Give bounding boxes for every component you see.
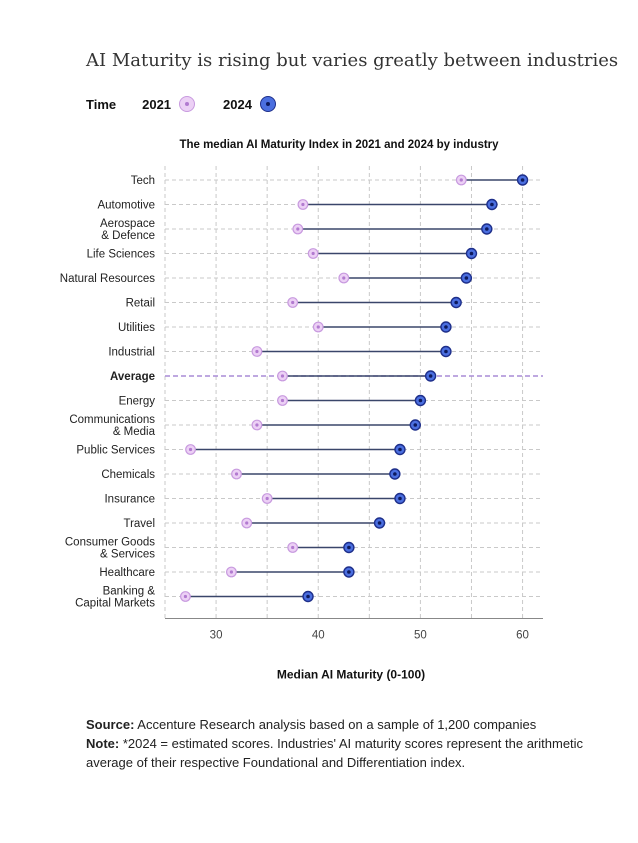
point-2024-center [469,251,474,256]
note-text: *2024 = estimated scores. Industries' AI… [86,736,584,770]
point-2024-center [393,472,397,476]
category-label: & Services [100,549,155,561]
x-tick-label: 50 [414,630,427,642]
category-label: Travel [123,518,155,530]
point-2021-center [311,251,315,256]
point-2021-center [342,276,346,280]
point-2021-center [245,521,249,525]
category-label: Insurance [104,494,155,506]
dumbbell-chart: The median AI Maturity Index in 2021 and… [60,139,543,682]
category-label: Chemicals [101,469,155,481]
category-label: Public Services [76,445,155,457]
x-tick-label: 30 [210,630,223,642]
note-line: Note: *2024 = estimated scores. Industri… [86,734,586,772]
point-2021-center [280,374,285,378]
point-2024-center [413,423,418,427]
category-label: Communications [69,414,155,426]
point-2024-center [520,178,525,182]
footer: Source: Accenture Research analysis base… [86,715,586,772]
category-label: Capital Markets [75,598,155,610]
category-label: & Defence [101,230,155,242]
category-label: & Media [113,426,156,438]
legend-item-2021: 2021 [130,96,196,112]
point-2021-center [301,202,305,207]
point-2021-center [255,349,259,354]
point-2021-center [234,472,239,476]
category-label: Average [110,371,155,383]
point-2021-center [265,496,269,501]
x-tick-label: 60 [516,630,529,642]
point-2024-center [377,521,382,525]
point-2024-center [485,227,489,231]
chart-headline: AI Maturity is rising but varies greatly… [86,50,619,71]
legend-label-2021: 2021 [142,96,172,112]
category-label: Automotive [97,200,155,212]
category-label: Aerospace [100,218,155,230]
legend-item-2024: 2024 [209,96,276,112]
point-2021-center [183,594,188,599]
source-line: Source: Accenture Research analysis base… [86,715,586,734]
point-2024-center [464,276,469,280]
point-2024-center [490,202,494,207]
point-2024-center [428,374,433,378]
category-label: Utilities [118,322,155,334]
legend-marker-2021 [179,96,196,112]
point-2024-center [454,300,458,305]
point-2024-center [306,594,310,599]
category-label: Banking & [103,586,156,598]
source-label: Source: [86,717,135,732]
legend-title: Time [86,96,117,112]
point-2024-center [398,496,402,501]
category-label: Energy [119,396,156,408]
point-2024-center [444,349,448,354]
point-2024-center [398,447,402,452]
category-label: Industrial [108,347,155,359]
legend-label-2024: 2024 [223,96,252,112]
point-2021-center [188,447,193,452]
point-2021-center [316,325,320,329]
point-2021-center [459,178,463,182]
point-2021-center [291,300,295,305]
category-label: Tech [131,175,155,187]
point-2024-center [444,325,448,329]
point-2024-center [418,398,423,403]
category-label: Retail [126,298,155,310]
category-label: Natural Resources [60,273,155,285]
point-2024-center [347,570,351,574]
x-tick-label: 40 [312,630,325,642]
note-label: Note: [86,736,120,751]
point-2021-center [229,570,234,574]
source-text: Accenture Research analysis based on a s… [134,717,537,732]
legend-marker-2024 [259,96,276,112]
x-axis-title: Median AI Maturity (0-100) [277,668,425,682]
point-2024-center [347,545,351,550]
category-label: Consumer Goods [65,537,155,549]
category-label: Life Sciences [87,249,156,261]
point-2021-center [296,227,300,231]
chart-title: The median AI Maturity Index in 2021 and… [179,139,499,151]
point-2021-center [255,423,259,427]
point-2021-center [291,545,295,550]
legend: Time 2021 2024 [86,96,276,112]
point-2021-center [280,398,285,403]
category-label: Healthcare [99,567,155,579]
